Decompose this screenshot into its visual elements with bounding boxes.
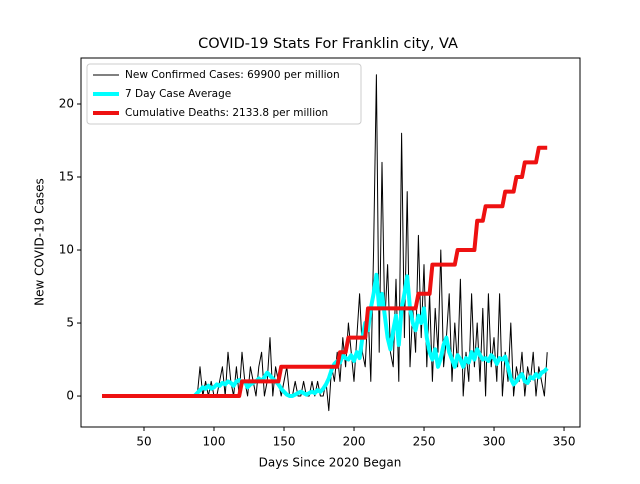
chart-title: COVID-19 Stats For Franklin city, VA	[198, 36, 458, 52]
x-tick-label: 100	[203, 435, 226, 449]
x-axis-label: Days Since 2020 Began	[259, 456, 402, 470]
legend-label: 7 Day Case Average	[125, 88, 231, 100]
y-tick-label: 15	[59, 170, 74, 184]
series-line	[102, 145, 548, 398]
legend-label: New Confirmed Cases: 69900 per million	[125, 69, 340, 81]
y-axis-label: New COVID-19 Cases	[33, 178, 47, 306]
x-tick-label: 250	[413, 435, 436, 449]
x-tick-label: 150	[273, 435, 296, 449]
x-tick-label: 50	[136, 435, 151, 449]
y-tick-label: 0	[66, 389, 74, 403]
y-tick-label: 10	[59, 243, 74, 257]
y-tick-label: 20	[59, 96, 74, 110]
x-tick-label: 300	[483, 435, 506, 449]
y-tick-label: 5	[66, 316, 74, 330]
x-tick-label: 350	[553, 435, 576, 449]
legend-box	[86, 63, 362, 125]
plot-frame	[80, 57, 581, 428]
legend-label: Cumulative Deaths: 2133.8 per million	[125, 107, 328, 119]
x-tick-label: 200	[343, 435, 366, 449]
